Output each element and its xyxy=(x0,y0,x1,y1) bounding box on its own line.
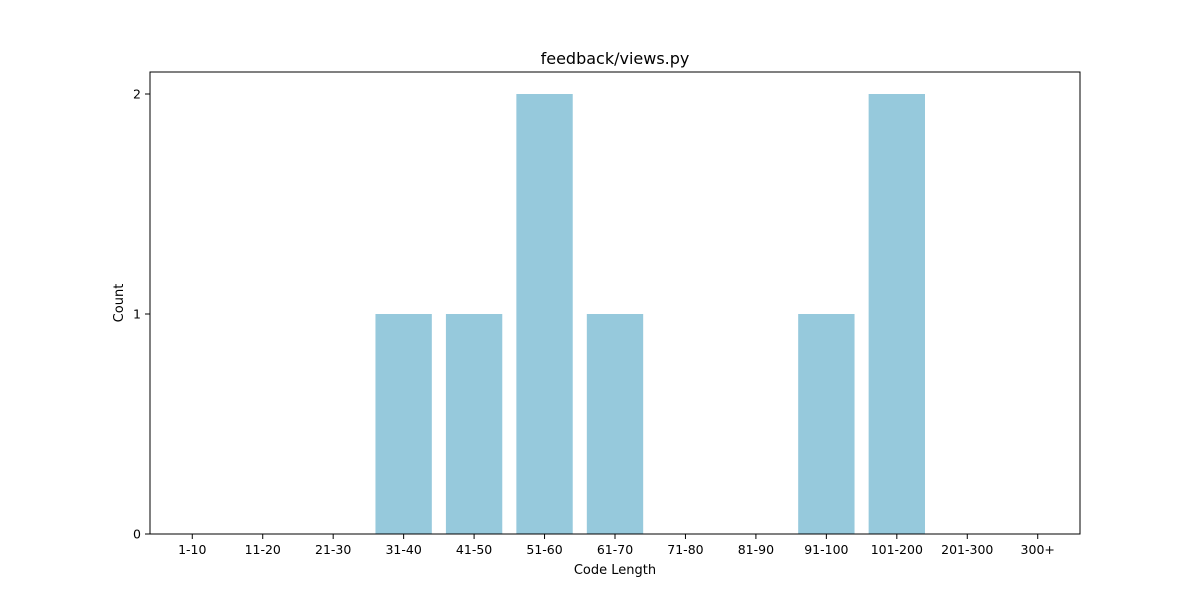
x-tick-label: 51-60 xyxy=(526,542,562,557)
x-tick-label: 201-300 xyxy=(941,542,993,557)
bars-group xyxy=(375,94,925,534)
bar-41-50 xyxy=(445,314,503,534)
y-tick-label: 1 xyxy=(133,307,141,322)
x-tick-label: 1-10 xyxy=(178,542,206,557)
bar-91-100 xyxy=(798,314,855,534)
y-tick-label: 0 xyxy=(133,527,141,542)
x-axis-label: Code Length xyxy=(574,563,656,578)
x-tick-label: 300+ xyxy=(1021,542,1055,557)
x-tick-label: 21-30 xyxy=(315,542,351,557)
y-tick-label: 2 xyxy=(133,87,141,102)
bar-31-40 xyxy=(375,314,432,534)
y-axis-ticks: 0 1 2 xyxy=(133,87,150,542)
x-tick-label: 71-80 xyxy=(667,542,703,557)
x-tick-label: 41-50 xyxy=(456,542,492,557)
x-axis-ticks: 1-10 11-20 21-30 31-40 41-50 51-60 61-70 71-80 8… xyxy=(178,534,1055,557)
x-tick-label: 11-20 xyxy=(245,542,281,557)
y-axis-label: Count xyxy=(112,284,127,323)
chart-title: feedback/views.py xyxy=(541,49,690,68)
x-tick-label: 61-70 xyxy=(597,542,633,557)
x-tick-label: 91-100 xyxy=(804,542,848,557)
bar-101-200 xyxy=(868,94,925,534)
x-tick-label: 81-90 xyxy=(738,542,774,557)
bar-61-70 xyxy=(586,314,644,534)
x-tick-label: 101-200 xyxy=(871,542,923,557)
x-tick-label: 31-40 xyxy=(385,542,421,557)
bar-51-60 xyxy=(516,94,573,534)
